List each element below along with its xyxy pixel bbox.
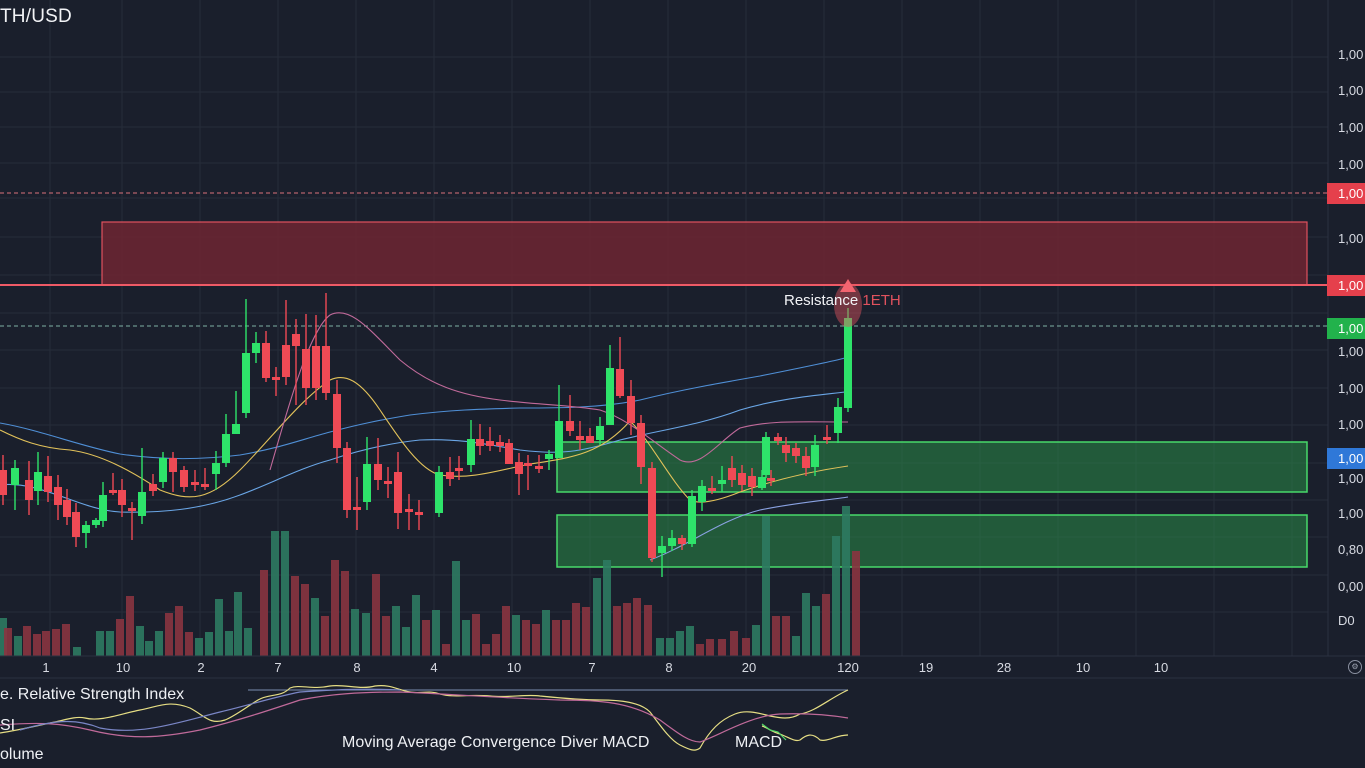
svg-text:1,00: 1,00 — [1338, 186, 1363, 201]
svg-text:1,00: 1,00 — [1338, 321, 1363, 336]
time-axis-label: 4 — [430, 660, 438, 675]
symbol-title[interactable]: TH/USD — [0, 6, 72, 27]
time-axis-label: 1 — [42, 660, 50, 675]
price-axis-label: 1,00 — [1338, 231, 1364, 246]
resistance-zone — [101, 221, 1308, 286]
time-axis-label: 10 — [506, 660, 522, 675]
time-axis-label: 19 — [918, 660, 934, 675]
macd-signal-green — [761, 725, 849, 742]
resistance-label: Resistance — [784, 292, 859, 309]
resistance-marker — [834, 279, 862, 327]
time-axis-label: 10 — [1075, 660, 1091, 675]
macd-hist-green — [761, 723, 787, 741]
time-axis-label: 10 — [1153, 660, 1169, 675]
macd-short-label[interactable]: MACD — [735, 734, 783, 751]
price-axis-label: 1,00 — [1338, 381, 1364, 396]
price-axis-label: 1,00 — [1338, 120, 1364, 135]
price-axis-label: 0,00 — [1338, 579, 1364, 594]
svg-text:1,00: 1,00 — [1338, 451, 1363, 466]
price-axis-label: 1,00 — [1338, 471, 1364, 486]
price-axis-label: 1,00 — [1338, 344, 1364, 359]
time-axis-label: 2 — [197, 660, 205, 675]
time-axis-label: 7 — [588, 660, 596, 675]
rsi-ma-blue — [19, 688, 401, 731]
price-axis-label: 1,00 — [1338, 47, 1364, 62]
axis-settings-icon[interactable]: ⚙ — [1348, 660, 1362, 674]
time-axis-label: 7 — [274, 660, 282, 675]
time-axis-label: 8 — [353, 660, 361, 675]
price-axis-label: 1,00 — [1338, 157, 1364, 172]
candlesticks — [0, 293, 852, 577]
resistance-value: 1ETH — [862, 292, 901, 309]
time-axis-label: 10 — [115, 660, 131, 675]
svg-text:1,00: 1,00 — [1338, 278, 1363, 293]
indicator-pane — [0, 684, 849, 751]
time-axis-label: 120 — [837, 660, 859, 675]
price-axis-label: 1,00 — [1338, 506, 1364, 521]
ma-pink — [269, 312, 849, 471]
time-axis-label: 8 — [665, 660, 673, 675]
price-axis-label: 1,00 — [1338, 83, 1364, 98]
time-axis-label: 20 — [741, 660, 757, 675]
macd-title[interactable]: Moving Average Convergence Diver MACD — [342, 734, 650, 751]
rsi-ma-pink — [0, 691, 849, 743]
time-axis-label: 28 — [996, 660, 1012, 675]
price-tags: 1,00 1,00 1,00 1,00 — [1327, 183, 1365, 469]
resistance-annotation: Resistance 1ETH — [784, 292, 901, 309]
rsi-line — [0, 684, 849, 751]
rsi-title[interactable]: e. Relative Strength Index — [0, 686, 185, 703]
price-axis-label: 0,80 — [1338, 542, 1364, 557]
price-axis-label: D0 — [1338, 613, 1355, 628]
volume-label[interactable]: olume — [0, 746, 44, 763]
volume-bars — [0, 506, 860, 656]
price-axis-label: 1,00 — [1338, 417, 1364, 432]
rsi-short-label[interactable]: SI — [0, 717, 16, 734]
support-zone-upper — [556, 441, 1308, 493]
ma-blue-upper — [0, 357, 846, 460]
